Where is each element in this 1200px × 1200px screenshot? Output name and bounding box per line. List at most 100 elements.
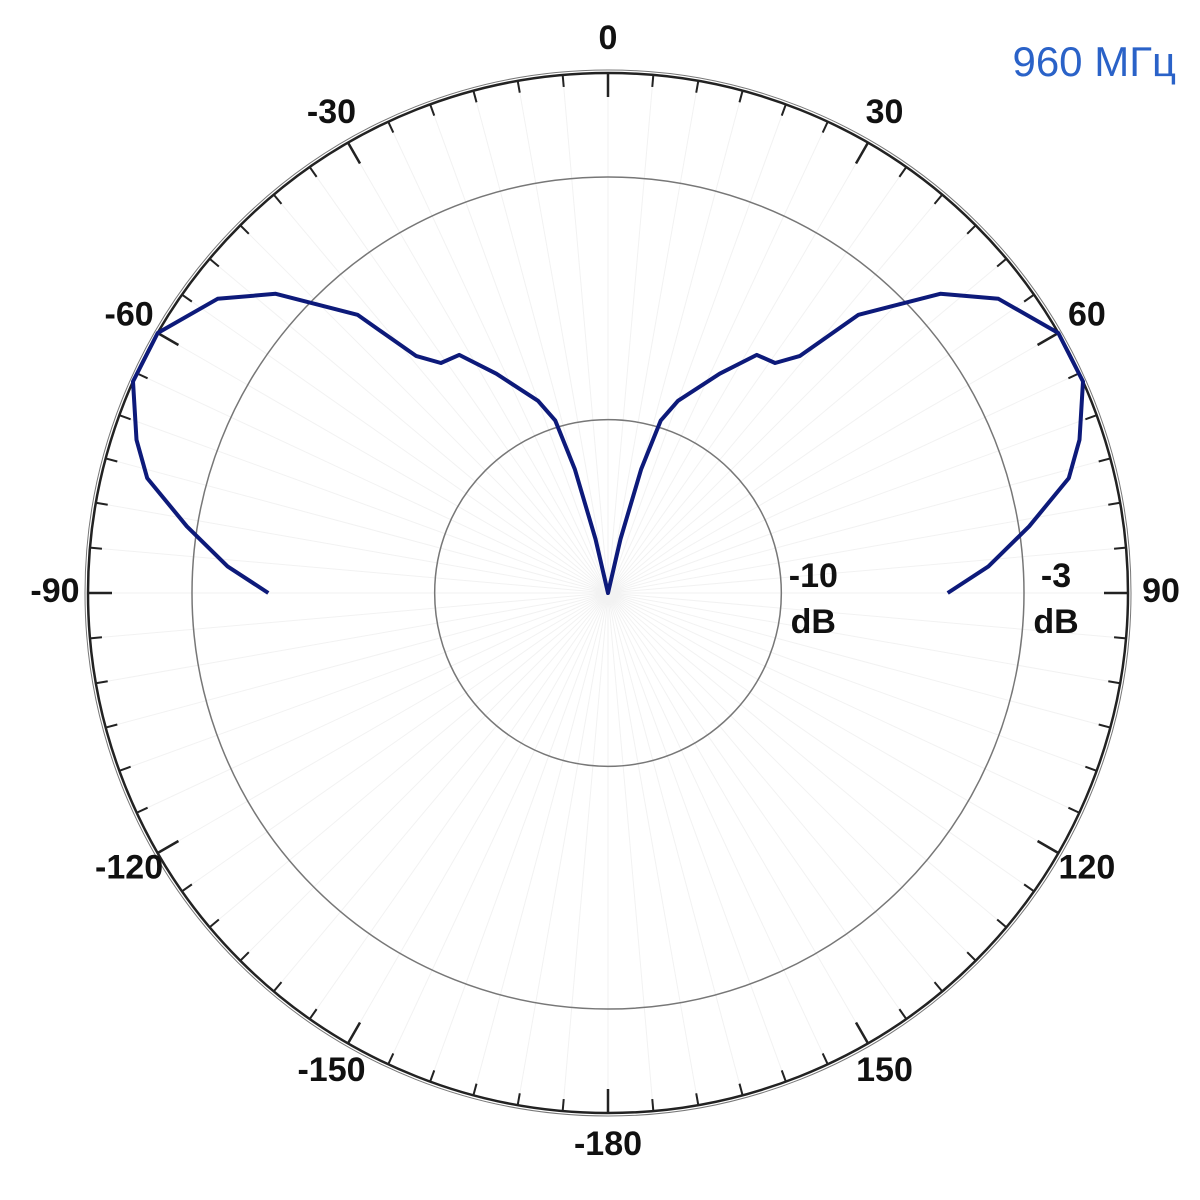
minor-tick [996, 257, 1007, 268]
spoke [607, 592, 699, 1106]
minor-tick [1023, 293, 1035, 303]
spoke [607, 592, 1007, 928]
minor-tick [181, 883, 193, 893]
minor-tick [429, 1070, 436, 1082]
spoke [517, 592, 609, 1106]
minor-tick [272, 981, 283, 992]
minor-tick [821, 121, 829, 134]
major-tick [157, 839, 180, 855]
theta-tick-label: -60 [105, 295, 154, 333]
spoke [387, 121, 609, 594]
minor-tick [695, 1093, 700, 1106]
major-tick [346, 142, 362, 165]
spoke [607, 104, 787, 594]
spoke [607, 592, 1059, 854]
minor-tick [429, 104, 436, 116]
spoke [607, 592, 1080, 814]
spoke [607, 457, 1111, 594]
minor-tick [472, 90, 478, 103]
minor-tick [1085, 414, 1097, 421]
spoke [347, 142, 609, 594]
theta-tick-label: -30 [307, 93, 356, 131]
minor-tick [105, 723, 118, 729]
spoke [607, 592, 744, 1096]
spoke [347, 592, 609, 1044]
spoke [607, 224, 977, 594]
spoke [273, 194, 609, 594]
spoke [273, 592, 609, 992]
outer-ring-2 [84, 69, 1132, 1117]
major-tick [346, 1021, 362, 1044]
theta-tick-label: 30 [866, 93, 904, 131]
minor-tick [738, 1083, 744, 1096]
spoke [209, 258, 609, 594]
minor-tick [387, 1052, 395, 1065]
spoke [607, 258, 1007, 594]
minor-tick [308, 1008, 318, 1020]
major-tick [854, 1021, 870, 1044]
spoke [239, 592, 609, 962]
minor-tick [561, 74, 565, 88]
spoke [136, 372, 609, 594]
minor-tick [780, 104, 787, 116]
spoke [607, 592, 1097, 772]
theta-tick-label: -90 [30, 572, 79, 610]
minor-tick [308, 166, 318, 178]
minor-tick [209, 257, 220, 268]
spoke [607, 592, 943, 992]
spoke [95, 592, 609, 684]
spoke [181, 592, 609, 892]
minor-tick [472, 1083, 478, 1096]
spoke [472, 592, 609, 1096]
spoke [136, 592, 609, 814]
spoke [562, 592, 609, 1112]
major-tick [1036, 331, 1059, 347]
spoke [607, 547, 1127, 594]
minor-tick [89, 546, 103, 550]
minor-tick [516, 80, 521, 93]
spoke [607, 592, 907, 1020]
minor-tick [1108, 501, 1121, 506]
minor-tick [996, 918, 1007, 929]
theta-tick-label: 0 [599, 19, 618, 57]
theta-tick-label: -150 [297, 1051, 365, 1089]
spoke [607, 294, 1035, 594]
spoke [607, 592, 829, 1065]
pattern-line [131, 291, 1085, 595]
theta-tick-label: -180 [574, 1125, 642, 1163]
major-tick [1036, 839, 1059, 855]
theta-tick-label: 150 [856, 1051, 913, 1089]
spoke [607, 592, 1035, 892]
minor-tick [1098, 457, 1111, 463]
major-tick [854, 142, 870, 165]
spoke [607, 166, 907, 594]
minor-tick [119, 765, 131, 772]
spoke [209, 592, 609, 928]
spoke [607, 592, 1121, 684]
spoke [607, 592, 654, 1112]
spoke [607, 592, 869, 1044]
spoke [517, 80, 609, 594]
minor-tick [209, 918, 220, 929]
minor-tick [239, 951, 250, 962]
spoke [607, 414, 1097, 594]
minor-tick [780, 1070, 787, 1082]
theta-tick-label: -120 [95, 848, 163, 886]
minor-tick [651, 1098, 655, 1112]
minor-tick [181, 293, 193, 303]
spoke [309, 166, 609, 594]
spoke [181, 294, 609, 594]
minor-tick [651, 74, 655, 88]
spoke [89, 547, 609, 594]
minor-tick [239, 224, 250, 235]
spoke [387, 592, 609, 1065]
minor-tick [89, 636, 103, 640]
spoke [119, 414, 609, 594]
ring [191, 176, 1025, 1010]
minor-tick [516, 1093, 521, 1106]
spoke [607, 592, 1127, 639]
theta-tick-label: 90 [1142, 572, 1180, 610]
spoke [607, 592, 977, 962]
minor-tick [1113, 546, 1127, 550]
